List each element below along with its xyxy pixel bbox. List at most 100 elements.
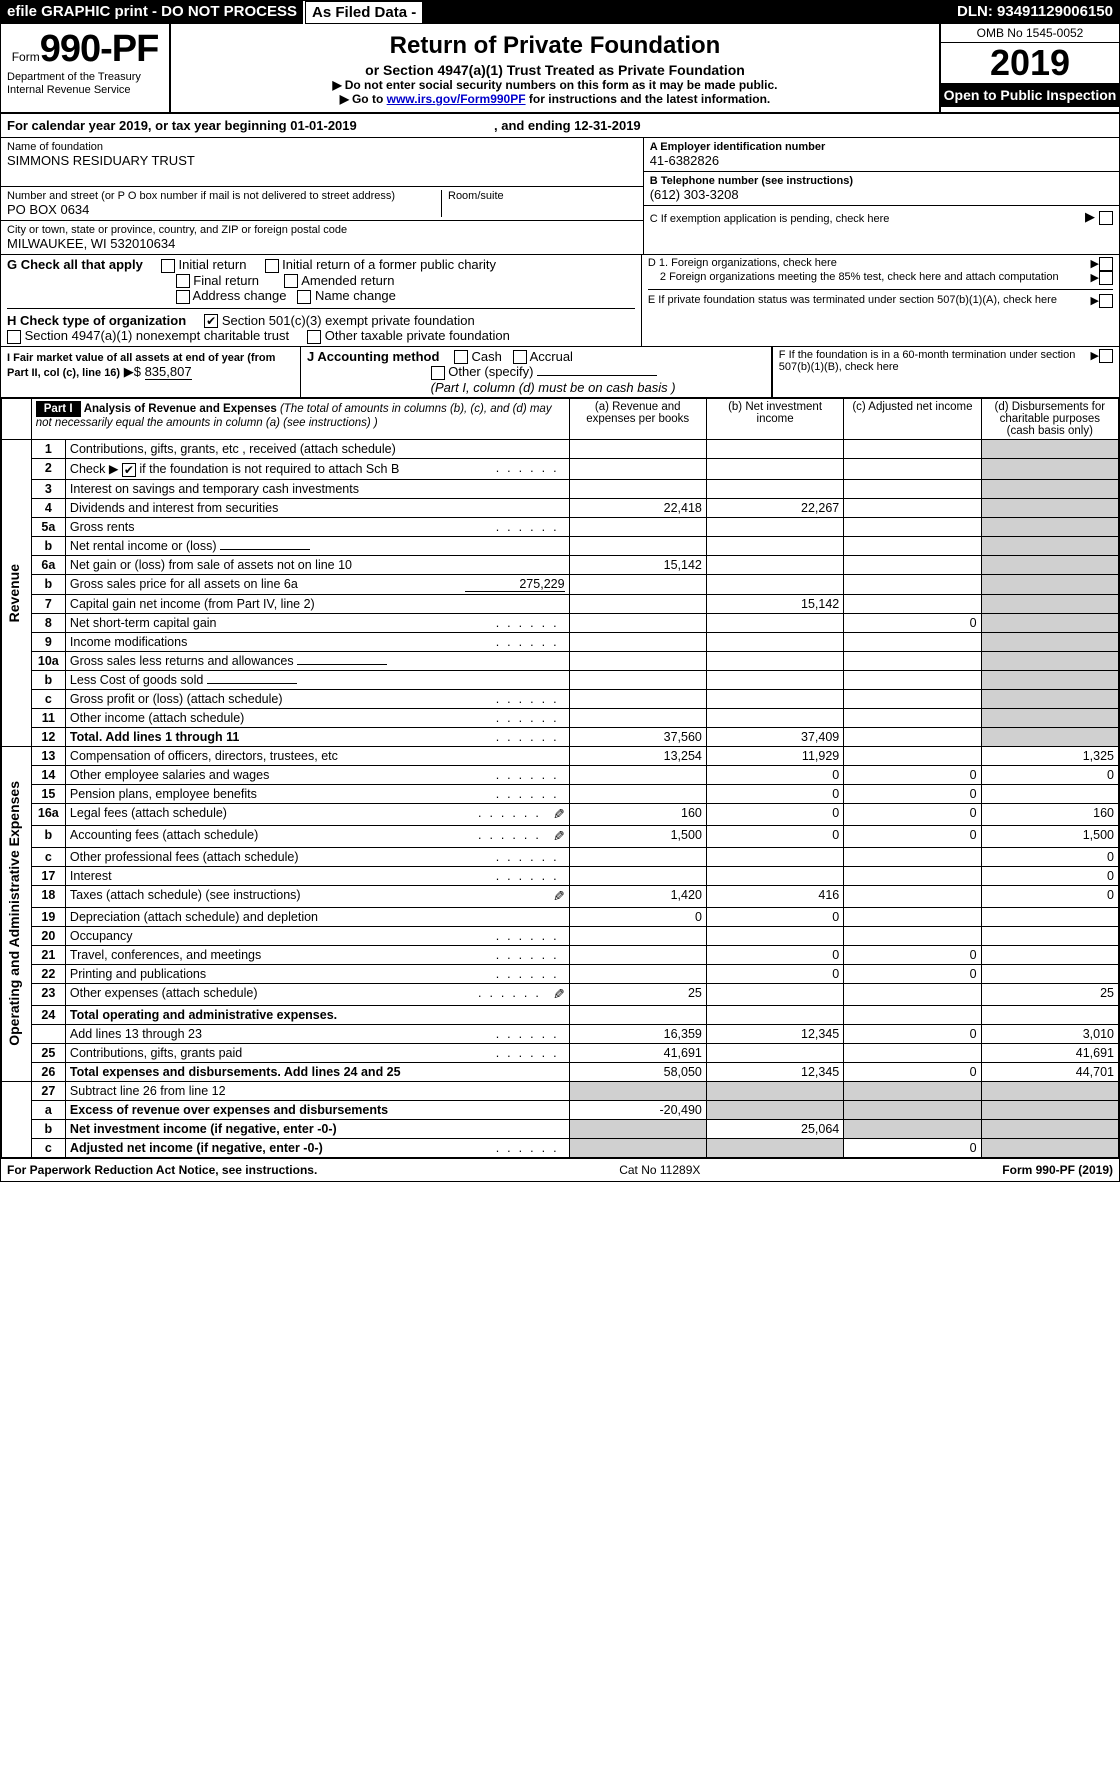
line-desc: Other professional fees (attach schedule… <box>65 847 569 866</box>
amt-cell: 0 <box>706 803 843 825</box>
amt-cell <box>569 594 706 613</box>
table-row: 7Capital gain net income (from Part IV, … <box>2 594 1119 613</box>
line-no: 11 <box>31 708 65 727</box>
amt-cell <box>569 613 706 632</box>
amt-cell: 0 <box>981 765 1118 784</box>
amt-cell <box>981 784 1118 803</box>
amt-cell <box>981 632 1118 651</box>
line-no: 8 <box>31 613 65 632</box>
line-desc: Total. Add lines 1 through 11...... <box>65 727 569 746</box>
g-opt-5: Name change <box>315 288 396 303</box>
attachment-icon[interactable] <box>553 828 565 845</box>
city-label: City or town, state or province, country… <box>7 224 637 236</box>
c-label: C If exemption application is pending, c… <box>650 213 1081 225</box>
g-chk-amended[interactable] <box>284 274 298 288</box>
d2-row: 2 Foreign organizations meeting the 85% … <box>648 271 1113 285</box>
g-chk-address[interactable] <box>176 290 190 304</box>
note-ssn: Do not enter social security numbers on … <box>179 78 931 92</box>
line-no: a <box>31 1100 65 1119</box>
d2-checkbox[interactable] <box>1099 271 1113 285</box>
line-desc: Gross sales less returns and allowances <box>65 651 569 670</box>
table-row: 22Printing and publications......00 <box>2 964 1119 983</box>
amt-cell <box>844 1005 981 1024</box>
amt-cell: 0 <box>844 964 981 983</box>
c-block: C If exemption application is pending, c… <box>644 206 1119 228</box>
table-row: cGross profit or (loss) (attach schedule… <box>2 689 1119 708</box>
amt-cell <box>569 439 706 458</box>
j-chk-other[interactable] <box>431 366 445 380</box>
amt-cell: 0 <box>844 1024 981 1043</box>
c-checkbox[interactable] <box>1099 211 1113 225</box>
table-row: bAccounting fees (attach schedule)......… <box>2 825 1119 847</box>
j-chk-accrual[interactable] <box>513 350 527 364</box>
h-chk-501c3[interactable] <box>204 314 218 328</box>
g-chk-former[interactable] <box>265 259 279 273</box>
attachment-icon[interactable] <box>553 888 565 905</box>
calyear-end: 12-31-2019 <box>574 118 641 133</box>
f-checkbox[interactable] <box>1099 349 1113 363</box>
efile-label: efile GRAPHIC print - DO NOT PROCESS <box>1 1 305 24</box>
form-title: Return of Private Foundation <box>179 32 931 60</box>
g-chk-final[interactable] <box>176 274 190 288</box>
line-no: 24 <box>31 1005 65 1024</box>
amt-cell <box>981 670 1118 689</box>
amt-cell <box>981 1138 1118 1157</box>
amt-cell <box>706 670 843 689</box>
line-desc: Pension plans, employee benefits...... <box>65 784 569 803</box>
table-row: 25Contributions, gifts, grants paid.....… <box>2 1043 1119 1062</box>
amt-cell <box>569 926 706 945</box>
table-row: bNet rental income or (loss) <box>2 536 1119 555</box>
attachment-icon[interactable] <box>553 986 565 1003</box>
cat-no: Cat No 11289X <box>619 1163 700 1177</box>
amt-cell: 22,267 <box>706 498 843 517</box>
amt-cell: 0 <box>844 765 981 784</box>
g-chk-initial[interactable] <box>161 259 175 273</box>
d1-checkbox[interactable] <box>1099 257 1113 271</box>
g-chk-name[interactable] <box>297 290 311 304</box>
amt-cell: 0 <box>844 803 981 825</box>
table-row: bLess Cost of goods sold <box>2 670 1119 689</box>
i-block: I Fair market value of all assets at end… <box>1 347 301 397</box>
amt-cell <box>981 651 1118 670</box>
amt-cell: -20,490 <box>569 1100 706 1119</box>
irs-link[interactable]: www.irs.gov/Form990PF <box>387 92 526 106</box>
calyear-mid: , and ending <box>494 118 574 133</box>
amt-cell <box>569 458 706 479</box>
amt-cell <box>706 1081 843 1100</box>
amt-cell: 1,500 <box>569 825 706 847</box>
attachment-icon[interactable] <box>553 806 565 823</box>
form-page: efile GRAPHIC print - DO NOT PROCESS As … <box>0 0 1120 1182</box>
h-chk-4947[interactable] <box>7 330 21 344</box>
j-chk-cash[interactable] <box>454 350 468 364</box>
line-desc: Net gain or (loss) from sale of assets n… <box>65 555 569 574</box>
table-row: 19Depreciation (attach schedule) and dep… <box>2 907 1119 926</box>
col-b-hdr: (b) Net investment income <box>706 398 843 439</box>
amt-cell <box>981 727 1118 746</box>
line-desc: Printing and publications...... <box>65 964 569 983</box>
inline-checkbox[interactable] <box>122 463 136 477</box>
line-desc: Legal fees (attach schedule)...... <box>65 803 569 825</box>
line-desc: Interest on savings and temporary cash i… <box>65 479 569 498</box>
amt-cell: 0 <box>706 825 843 847</box>
amt-cell: 16,359 <box>569 1024 706 1043</box>
dln-label: DLN: <box>957 3 993 20</box>
line-desc: Gross profit or (loss) (attach schedule)… <box>65 689 569 708</box>
amt-cell <box>569 536 706 555</box>
line-no: 9 <box>31 632 65 651</box>
e-checkbox[interactable] <box>1099 294 1113 308</box>
line-no: 27 <box>31 1081 65 1100</box>
line-desc: Total operating and administrative expen… <box>65 1005 569 1024</box>
table-row: 2Check ▶ if the foundation is not requir… <box>2 458 1119 479</box>
amt-cell <box>844 1100 981 1119</box>
amt-cell: 0 <box>844 1138 981 1157</box>
amt-cell: 0 <box>844 1062 981 1081</box>
amt-cell: 160 <box>569 803 706 825</box>
h-chk-other[interactable] <box>307 330 321 344</box>
line-desc: Other employee salaries and wages...... <box>65 765 569 784</box>
dln-value: 93491129006150 <box>997 3 1113 20</box>
header: Form990-PF Department of the Treasury In… <box>1 24 1119 114</box>
ein-label: A Employer identification number <box>650 141 1113 153</box>
amt-cell <box>569 784 706 803</box>
line-no: 4 <box>31 498 65 517</box>
amt-cell: 0 <box>844 945 981 964</box>
